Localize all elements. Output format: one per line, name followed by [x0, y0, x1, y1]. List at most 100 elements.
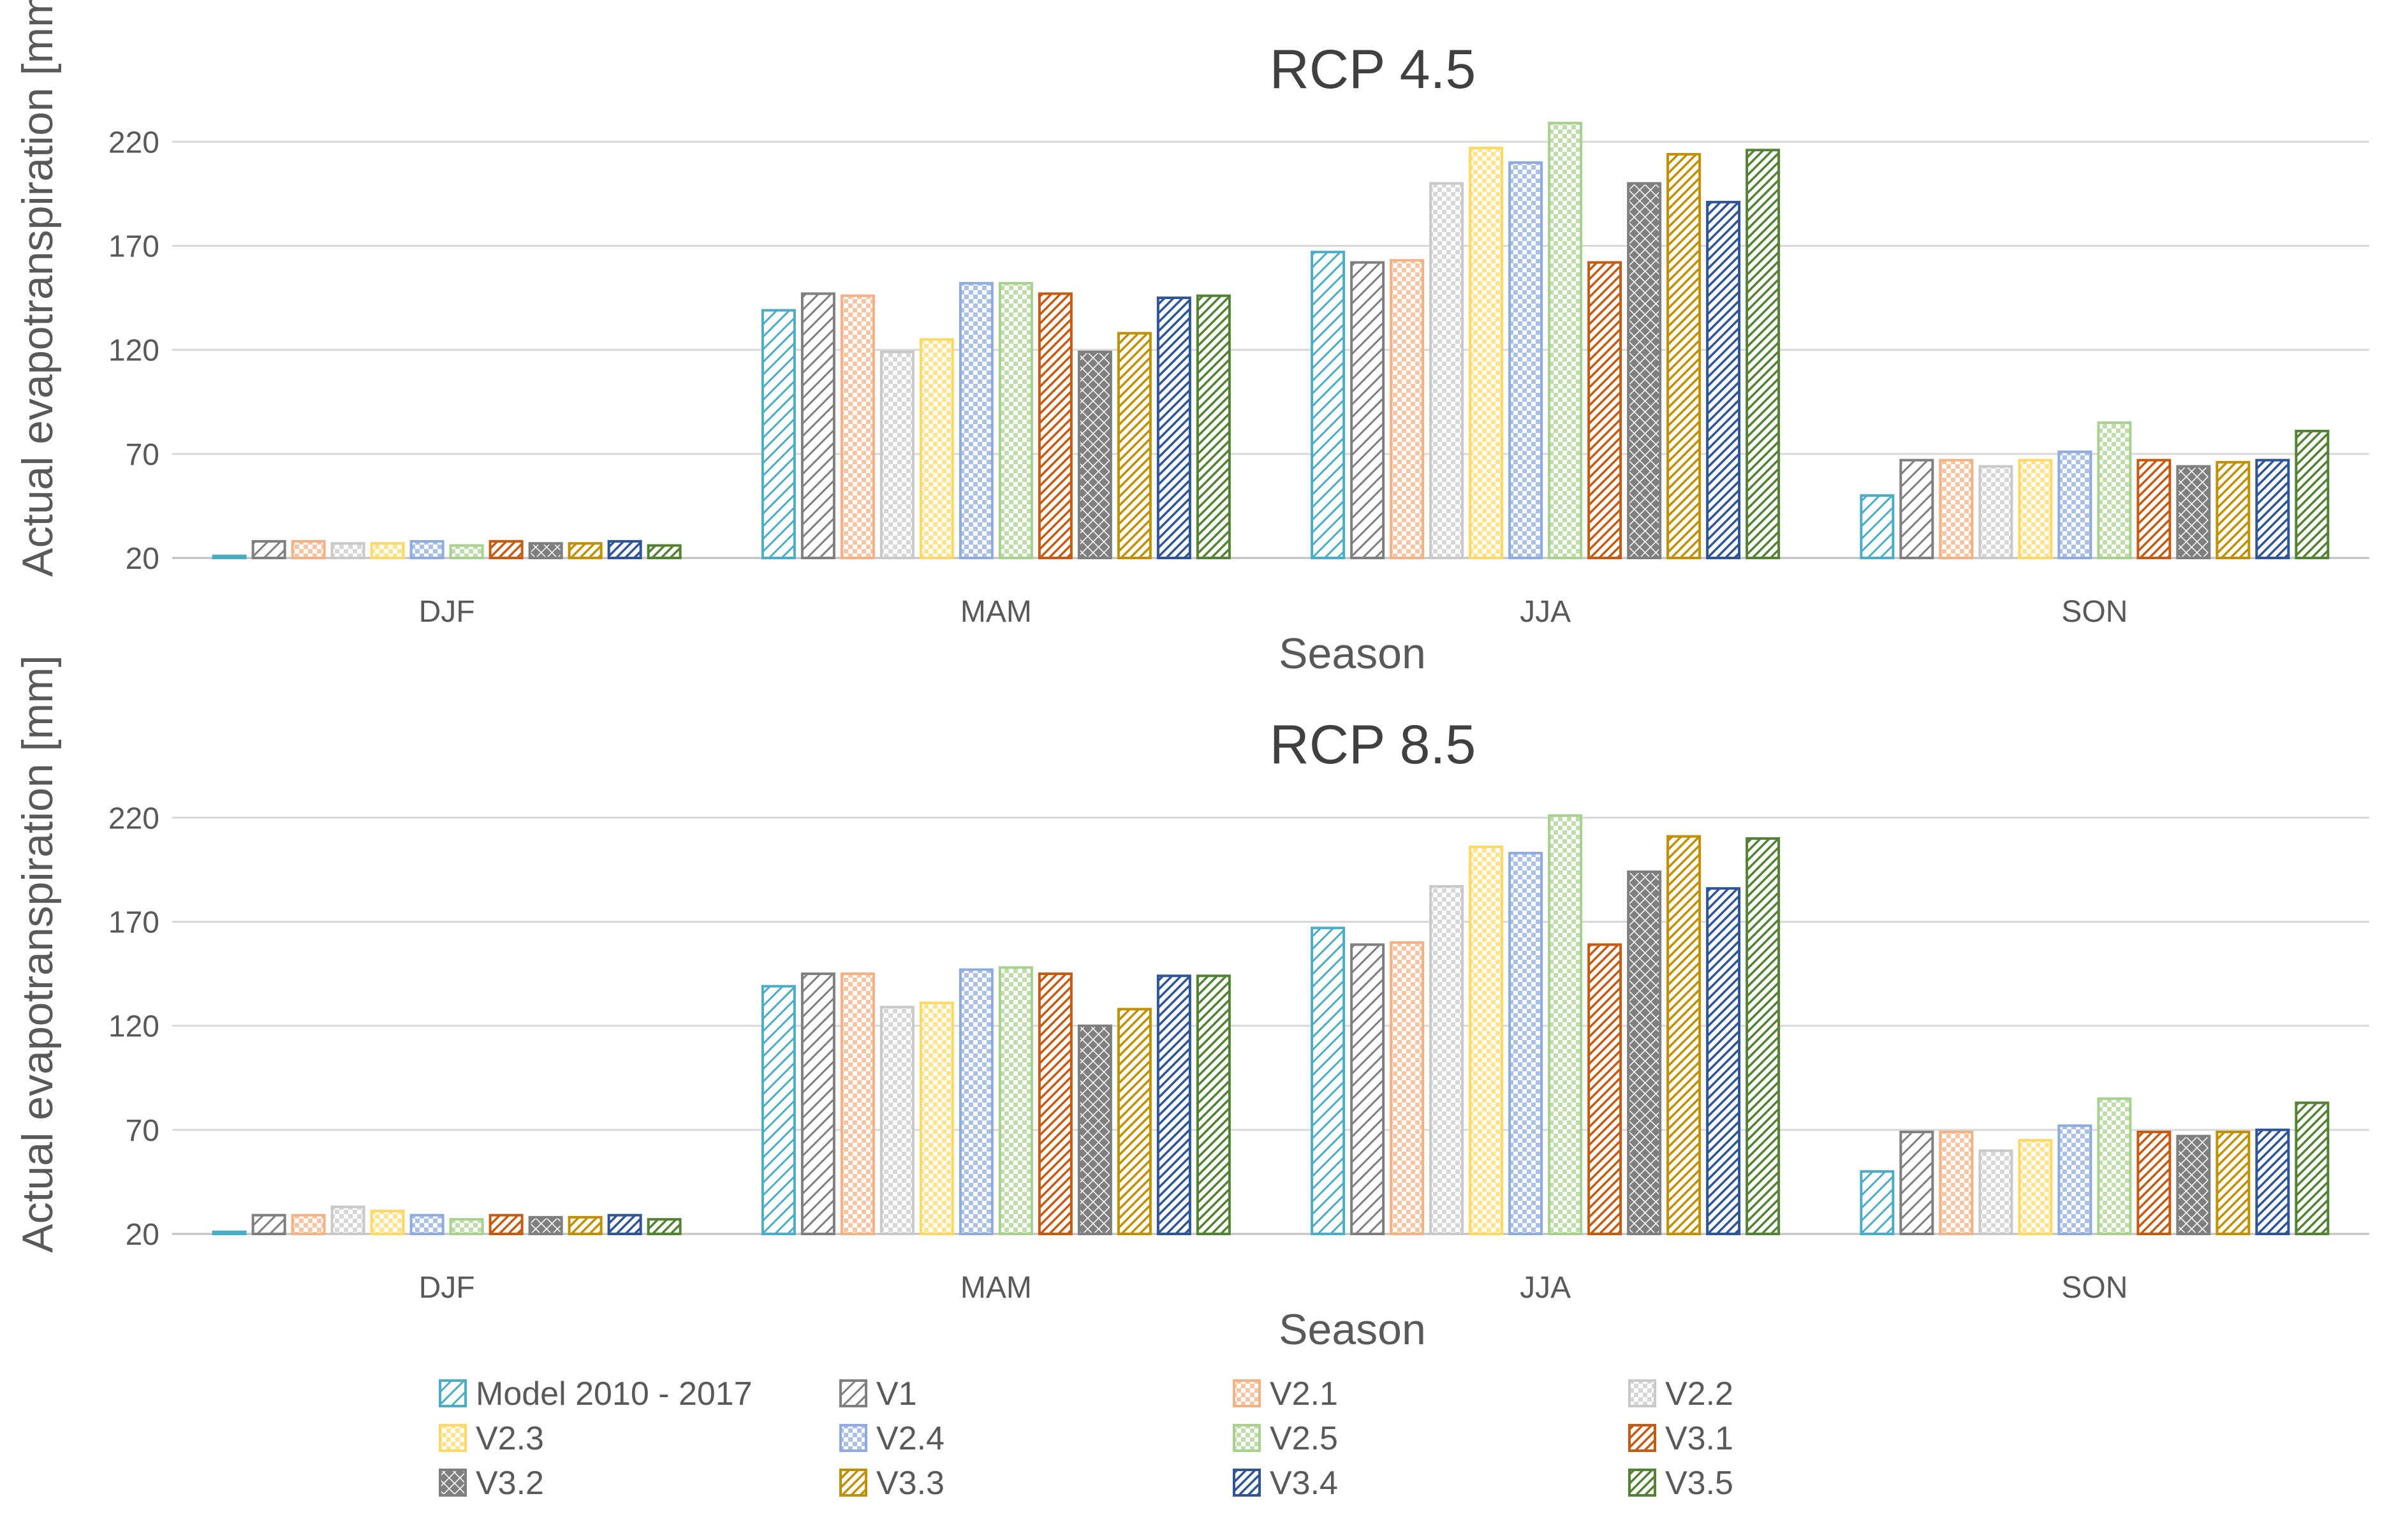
legend-swatch	[839, 1424, 867, 1452]
y-tick-label: 220	[108, 126, 159, 159]
chart-title: RCP 4.5	[1270, 39, 1476, 100]
legend-label: V2.2	[1665, 1375, 1733, 1412]
bar-son-v2-4	[2057, 450, 2092, 560]
bar-mam-v3-2	[1077, 350, 1112, 560]
bar-djf-v2-4	[409, 539, 445, 560]
bar-son-v3-5	[2295, 429, 2330, 559]
bar-djf-v3-1	[489, 539, 524, 560]
bar-son-v1	[1899, 1131, 1934, 1235]
bar-son-v2-4	[2057, 1124, 2092, 1235]
bar-jja-model-2010-2017	[1311, 251, 1346, 559]
bar-mam-model-2010-2017	[761, 309, 796, 559]
legend-swatch	[839, 1469, 867, 1497]
bar-jja-v1	[1350, 261, 1385, 559]
bar-son-v3-3	[2216, 460, 2251, 560]
legend-swatch	[439, 1469, 467, 1497]
bar-mam-v3-4	[1156, 297, 1191, 559]
bar-djf-v3-3	[568, 1215, 603, 1235]
bar-jja-v2-3	[1469, 845, 1504, 1235]
legend-swatch	[439, 1424, 467, 1452]
bar-mam-v2-1	[840, 972, 875, 1235]
legend-item: V1	[839, 1375, 917, 1412]
bar-jja-v3-2	[1627, 182, 1662, 559]
legend-label: V3.2	[476, 1465, 544, 1502]
bar-mam-v3-3	[1117, 1008, 1152, 1235]
x-tick-label: SON	[2061, 595, 2128, 629]
bar-son-v2-2	[1978, 465, 2013, 560]
bar-djf-v3-5	[647, 1218, 682, 1235]
legend-item: V2.4	[839, 1420, 945, 1457]
bar-djf-v3-2	[528, 1215, 563, 1235]
bar-jja-v2-4	[1508, 851, 1543, 1235]
bar-djf-model-2010-2017	[212, 1230, 247, 1235]
bar-mam-v2-1	[840, 294, 875, 559]
bar-jja-v2-5	[1548, 121, 1583, 559]
y-axis-label: Actual evapotranspiration [mm]	[13, 0, 62, 577]
bar-jja-v3-4	[1706, 887, 1741, 1235]
bar-jja-v3-3	[1666, 835, 1702, 1236]
legend-item: V3.3	[839, 1465, 945, 1502]
chart-panel-1: 20 70 120 170 220 RCP 4.5 Actual evapotranspir…	[13, 0, 2369, 678]
legend-swatch	[1628, 1469, 1656, 1497]
bar-mam-v3-5	[1196, 294, 1231, 559]
y-tick-label: 70	[126, 1114, 159, 1148]
x-tick-label: MAM	[960, 595, 1032, 629]
bar-jja-v2-3	[1469, 147, 1504, 559]
chart-title: RCP 8.5	[1270, 714, 1476, 775]
bar-jja-v3-4	[1706, 200, 1741, 560]
legend-item: V2.1	[1233, 1375, 1338, 1412]
legend-swatch	[1233, 1424, 1261, 1452]
bar-djf-v2-2	[330, 1205, 365, 1236]
legend-label: Model 2010 - 2017	[476, 1375, 753, 1412]
bar-son-v3-2	[2176, 1134, 2211, 1236]
bar-jja-v3-1	[1587, 943, 1622, 1235]
bar-son-v2-3	[2018, 1139, 2053, 1235]
bar-son-v2-1	[1939, 1131, 1974, 1235]
bar-mam-v3-1	[1038, 972, 1073, 1235]
bar-djf-v2-3	[370, 542, 405, 559]
y-tick-label: 220	[108, 802, 159, 835]
x-axis-label: Season	[1279, 629, 1426, 678]
bar-mam-v2-2	[879, 350, 915, 560]
bar-jja-v1	[1350, 943, 1385, 1235]
legend-label: V3.5	[1665, 1465, 1733, 1502]
legend-swatch	[1233, 1469, 1261, 1497]
bar-mam-v2-4	[959, 282, 994, 559]
bar-djf-v3-4	[607, 539, 642, 560]
bar-djf-v3-4	[607, 1214, 642, 1236]
x-tick-label: JJA	[1520, 1271, 1571, 1305]
bar-mam-v2-5	[998, 966, 1033, 1235]
legend-label: V1	[876, 1375, 917, 1412]
legend-item: V3.4	[1233, 1465, 1338, 1502]
bar-mam-v1	[800, 972, 835, 1235]
legend-label: V3.3	[876, 1465, 945, 1502]
bar-jja-v2-2	[1429, 182, 1464, 559]
bar-djf-v2-1	[291, 539, 326, 560]
legend-swatch	[839, 1379, 867, 1407]
bar-mam-v2-3	[919, 338, 954, 559]
legend: Model 2010 - 2017 V1 V2.1 V2.2 V2.3 V2.4 V2.5 V…	[439, 1375, 1733, 1502]
bar-mam-v2-4	[959, 968, 994, 1235]
bar-son-v3-4	[2255, 458, 2290, 559]
bar-djf-v2-2	[330, 542, 365, 559]
bar-mam-v1	[800, 292, 835, 559]
bar-son-v3-1	[2136, 1131, 2172, 1235]
legend-item: V2.3	[439, 1420, 544, 1457]
legend-swatch	[1628, 1424, 1656, 1452]
bar-jja-v2-1	[1390, 259, 1425, 559]
legend-label: V2.4	[876, 1420, 945, 1457]
legend-swatch	[1233, 1379, 1261, 1407]
bar-son-v3-4	[2255, 1128, 2290, 1236]
x-tick-label: DJF	[419, 1271, 475, 1305]
legend-item: V3.5	[1628, 1465, 1733, 1502]
bar-djf-v1	[251, 539, 286, 560]
bar-jja-v3-5	[1746, 149, 1781, 559]
bar-djf-v2-5	[449, 544, 484, 559]
bar-son-v3-5	[2295, 1101, 2330, 1235]
bar-son-v2-5	[2097, 1097, 2132, 1236]
bar-son-v2-1	[1939, 458, 1974, 559]
bar-jja-v3-5	[1746, 837, 1781, 1235]
y-tick-label: 120	[108, 334, 159, 368]
bar-son-v1	[1899, 458, 1934, 559]
